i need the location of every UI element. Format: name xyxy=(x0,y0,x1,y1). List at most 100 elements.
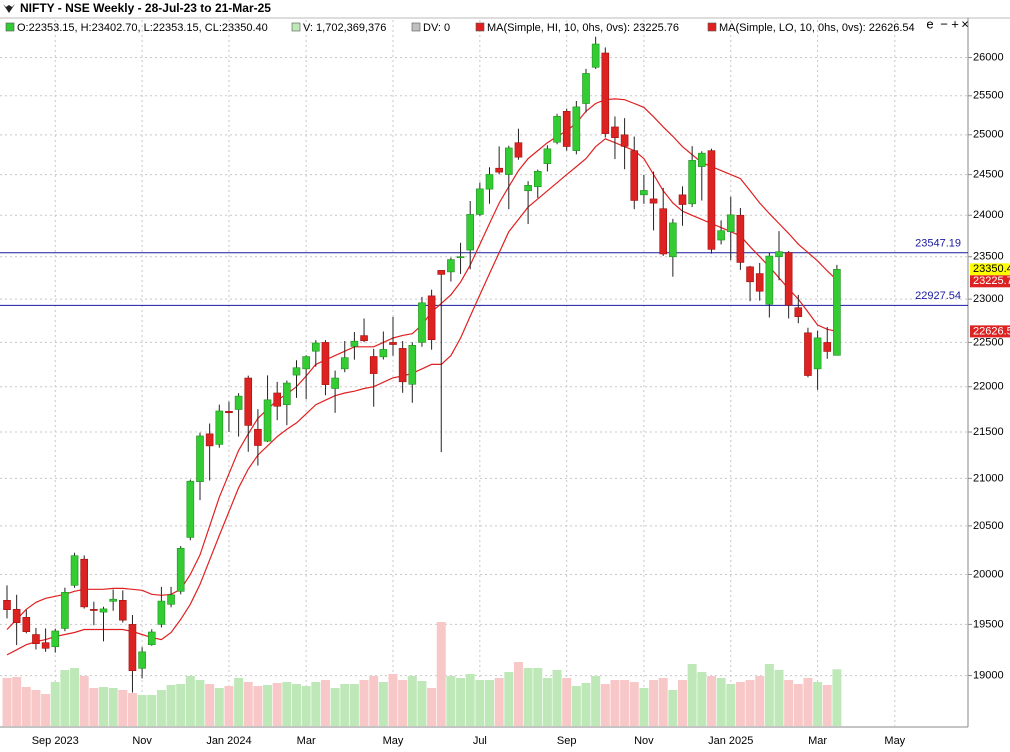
volume-bar xyxy=(118,690,128,726)
volume-bar xyxy=(398,680,408,726)
candle-body xyxy=(321,342,330,385)
volume-bar xyxy=(41,694,51,726)
y-tick-label: 19000 xyxy=(973,669,1004,681)
window-control[interactable]: × xyxy=(961,16,969,31)
candle-body xyxy=(582,73,590,104)
candle-body xyxy=(99,608,108,613)
volume-bar xyxy=(185,676,195,726)
candle-body xyxy=(292,367,301,376)
candle-body xyxy=(736,214,745,263)
window-control[interactable]: − xyxy=(940,16,948,31)
volume-bar xyxy=(755,676,765,726)
volume-bar xyxy=(784,680,794,726)
candle-body xyxy=(263,399,272,442)
legend-label: MA(Simple, HI, 10, 0hs, 0vs): 23225.76 xyxy=(487,22,679,34)
candle-body xyxy=(553,116,561,143)
volume-bar xyxy=(378,682,388,726)
volume-bar xyxy=(176,684,186,726)
candle-body xyxy=(379,349,388,358)
horizontal-line-label: 23547.19 xyxy=(915,238,961,250)
volume-bar xyxy=(822,685,832,726)
candle-body xyxy=(205,433,214,447)
candle-body xyxy=(524,185,532,192)
legend-swatch xyxy=(707,22,717,32)
y-tick-label: 23000 xyxy=(973,293,1004,305)
candle-body xyxy=(350,340,359,347)
candle-body xyxy=(234,395,243,410)
y-tick-label: 21500 xyxy=(973,426,1004,438)
candle-body xyxy=(659,208,668,255)
ma-line xyxy=(6,138,838,656)
volume-bar xyxy=(21,687,31,726)
volume-bar xyxy=(108,688,118,726)
legend-label: O:22353.15, H:23402.70, L:22353.15, CL:2… xyxy=(17,22,268,34)
price-tag xyxy=(970,325,1010,338)
candle-body xyxy=(418,302,426,343)
candle-body xyxy=(167,594,175,605)
candle-body xyxy=(572,106,581,151)
legend-swatch xyxy=(475,22,485,32)
candle-body xyxy=(186,480,195,538)
volume-bar xyxy=(513,662,523,726)
candle-body xyxy=(717,230,725,241)
volume-bar xyxy=(562,678,572,726)
volume-bar xyxy=(735,682,745,726)
volume-bar xyxy=(658,678,668,726)
volume-bar xyxy=(369,676,379,726)
candle-body xyxy=(833,269,841,356)
y-tick-label: 19500 xyxy=(973,618,1004,630)
volume-bar xyxy=(600,684,610,726)
candle-body xyxy=(176,547,185,592)
candle-body xyxy=(80,558,88,608)
volume-bar xyxy=(542,678,552,726)
candle-body xyxy=(755,273,764,292)
volume-bar xyxy=(195,680,205,726)
candle-body xyxy=(630,150,639,201)
volume-bar xyxy=(292,684,301,726)
x-tick-label: Nov xyxy=(634,735,654,747)
candle-body xyxy=(283,382,291,406)
volume-bar xyxy=(706,676,716,726)
candle-body xyxy=(41,642,50,649)
candle-body xyxy=(620,134,629,147)
candle-body xyxy=(678,194,687,205)
legend-label: DV: 0 xyxy=(423,22,450,34)
volume-bar xyxy=(764,664,774,726)
volume-bar xyxy=(552,670,562,726)
candle-body xyxy=(254,428,262,446)
volume-bar xyxy=(263,685,273,726)
volume-bar xyxy=(253,686,263,726)
candle-body xyxy=(32,634,40,644)
candle-body xyxy=(775,251,783,258)
volume-bar xyxy=(465,674,475,726)
candle-body xyxy=(533,171,542,188)
candle-body xyxy=(601,52,610,134)
candle-body xyxy=(302,356,310,370)
volume-bar xyxy=(127,693,137,726)
x-tick-label: Sep 2023 xyxy=(32,735,79,747)
volume-bar xyxy=(12,677,22,726)
legend-swatch xyxy=(291,22,301,32)
window-control[interactable]: e xyxy=(926,16,933,31)
volume-bar xyxy=(60,670,70,726)
volume-bar xyxy=(79,676,89,726)
volume-bar xyxy=(301,686,311,726)
x-tick-label: Jan 2025 xyxy=(708,735,753,747)
legend-label: V: 1,702,369,376 xyxy=(303,22,386,34)
candle-body xyxy=(476,188,484,215)
volume-bar xyxy=(620,680,630,726)
candle-body xyxy=(437,270,446,275)
candle-body xyxy=(504,147,513,175)
volume-bar xyxy=(214,688,224,726)
volume-bar xyxy=(166,685,176,726)
window-control[interactable]: + xyxy=(951,16,959,31)
y-tick-label: 25500 xyxy=(973,90,1004,102)
y-tick-label: 24000 xyxy=(973,209,1004,221)
volume-bar xyxy=(224,686,234,726)
candle-body xyxy=(398,348,407,383)
volume-bar xyxy=(716,678,726,726)
candle-body xyxy=(311,342,320,352)
candle-body xyxy=(61,592,69,629)
y-tick-label: 20500 xyxy=(973,520,1004,532)
x-tick-label: Jul xyxy=(473,735,487,747)
